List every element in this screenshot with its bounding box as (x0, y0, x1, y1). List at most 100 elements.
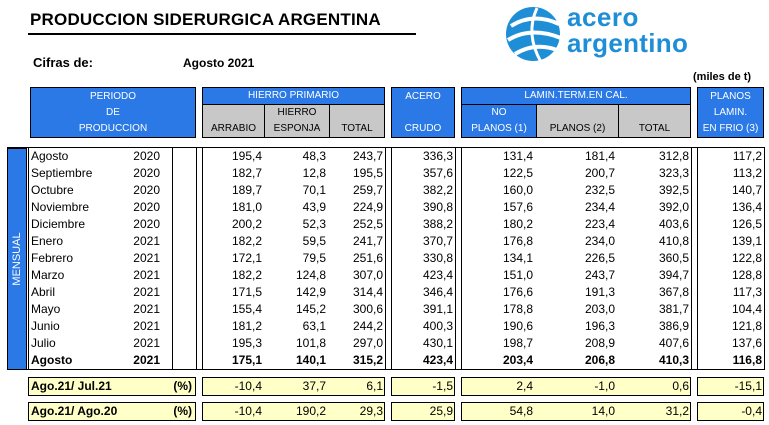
comp-box-1-lamin (461, 377, 691, 396)
table-row: Agosto 2021 175,1 140,1 315,2 423,4 203,4 206,8… (0, 352, 769, 369)
comp-cell-total-l: 0,6 (672, 379, 689, 393)
cell-arrabio: 195,3 (231, 336, 262, 350)
cell-planos: 223,4 (584, 217, 615, 231)
cell-year: 2021 (133, 234, 160, 248)
table-row: Agosto 2020 195,4 48,3 243,7 336,3 131,4 181,4 3… (0, 148, 769, 165)
cell-esponja: 12,8 (302, 166, 326, 180)
comp-box-2-lamin (461, 402, 691, 421)
comp-cell-unit: (%) (173, 379, 192, 393)
header-periodo-line1: PERIODO (89, 91, 137, 102)
header-planos-frio: PLANOS LAMIN. EN FRIO (3) (697, 87, 764, 138)
cell-frio: 128,8 (731, 268, 762, 282)
comp-cell-acero: 25,9 (429, 404, 453, 418)
header-no-planos: NO PLANOS (1) (461, 104, 537, 138)
cell-arrabio: 182,7 (231, 166, 262, 180)
cell-acero: 388,2 (422, 217, 453, 231)
border (172, 148, 173, 370)
header-hierro-primario-label: HIERRO PRIMARIO (247, 90, 340, 101)
cell-total-h: 300,6 (352, 302, 383, 316)
cell-acero: 400,3 (422, 319, 453, 333)
cell-planos: 243,7 (584, 268, 615, 282)
cell-esponja: 140,1 (295, 353, 326, 367)
cell-planos: 234,4 (584, 200, 615, 214)
cell-esponja: 70,1 (302, 183, 326, 197)
cell-month: Noviembre (31, 200, 90, 214)
cell-total-h: 314,4 (352, 285, 383, 299)
comp-cell-planos: -1,0 (594, 379, 615, 393)
comp-cell-arrabio: -10,4 (234, 379, 262, 393)
cell-total-l: 410,8 (658, 234, 689, 248)
cell-no-planos: 176,8 (502, 234, 533, 248)
header-acero: ACERO CRUDO (391, 87, 455, 138)
cell-no-planos: 151,0 (502, 268, 533, 282)
cell-no-planos: 122,5 (502, 166, 533, 180)
table-row: Julio 2021 195,3 101,8 297,0 430,1 198,7 208,9 4… (0, 335, 769, 352)
header-total-lamin: TOTAL (618, 104, 691, 138)
border (461, 148, 462, 370)
cell-no-planos: 178,8 (502, 302, 533, 316)
border (691, 148, 692, 370)
cell-frio: 140,7 (731, 183, 762, 197)
cell-month: Septiembre (31, 166, 93, 180)
header-periodo-line2: DE (106, 107, 120, 118)
cell-acero: 357,6 (422, 166, 453, 180)
cell-esponja: 145,2 (295, 302, 326, 316)
cell-arrabio: 175,1 (231, 353, 262, 367)
logo-word-argentino: argentino (567, 28, 689, 58)
header-crudo-label: CRUDO (404, 123, 442, 134)
cell-month: Diciembre (31, 217, 86, 231)
comp-box-1-frio (697, 377, 764, 396)
cell-total-l: 386,9 (658, 319, 689, 333)
header-periodo: PERIODO DE PRODUCCION (30, 87, 196, 138)
cell-total-h: 243,7 (352, 149, 383, 163)
cell-total-h: 224,9 (352, 200, 383, 214)
comp-cell-frio: -0,4 (741, 404, 762, 418)
cell-acero: 382,2 (422, 183, 453, 197)
cell-acero: 336,3 (422, 149, 453, 163)
cell-year: 2021 (133, 336, 160, 350)
cell-no-planos: 134,1 (502, 251, 533, 265)
cell-planos: 206,8 (584, 353, 615, 367)
cell-total-h: 252,5 (352, 217, 383, 231)
cell-frio: 139,1 (731, 234, 762, 248)
cell-month: Enero (31, 234, 64, 248)
comp-cell-total-l: 31,2 (665, 404, 689, 418)
border (7, 369, 765, 370)
table-row: Octubre 2020 189,7 70,1 259,7 382,2 160,0 232,5… (0, 182, 769, 199)
page-title: PRODUCCION SIDERURGICA ARGENTINA (30, 10, 381, 29)
table-row: Febrero 2021 172,1 79,5 251,6 330,8 134,1 226,5… (0, 250, 769, 267)
cell-total-l: 312,8 (658, 149, 689, 163)
cell-arrabio: 200,2 (231, 217, 262, 231)
cell-esponja: 59,5 (302, 234, 326, 248)
cell-no-planos: 176,6 (502, 285, 533, 299)
comp-box-1-hierro (202, 377, 385, 396)
cifras-value: Agosto 2021 (183, 56, 255, 70)
cell-esponja: 79,5 (302, 251, 326, 265)
cell-frio: 122,8 (731, 251, 762, 265)
cell-total-l: 410,3 (658, 353, 689, 367)
header-total-lamin-label: TOTAL (638, 123, 671, 134)
border (202, 148, 203, 370)
cell-frio: 137,6 (731, 336, 762, 350)
header-total-hierro-label: TOTAL (341, 123, 373, 134)
comp-cell-acero: -1,5 (432, 379, 453, 393)
cell-total-l: 392,5 (658, 183, 689, 197)
cell-no-planos: 160,0 (502, 183, 533, 197)
cell-arrabio: 195,4 (231, 149, 262, 163)
cell-esponja: 101,8 (295, 336, 326, 350)
cell-month: Agosto (31, 353, 73, 367)
cell-frio: 116,8 (732, 353, 762, 367)
comp-box-2-acero (391, 402, 455, 421)
cell-acero: 423,4 (422, 268, 453, 282)
units-label: (miles de t) (693, 71, 752, 83)
cell-month: Febrero (31, 251, 74, 265)
table-row: Enero 2021 182,2 59,5 241,7 370,7 176,8 234,0 41… (0, 233, 769, 250)
cell-total-l: 323,3 (658, 166, 689, 180)
logo-word-acero: acero (567, 2, 639, 32)
cell-total-h: 244,2 (352, 319, 383, 333)
cell-month: Abril (31, 285, 56, 299)
header-planos-frio-line3: EN FRIO (3) (702, 123, 759, 134)
border (391, 148, 392, 370)
cell-year: 2020 (133, 166, 160, 180)
globe-logo-icon (506, 7, 562, 63)
